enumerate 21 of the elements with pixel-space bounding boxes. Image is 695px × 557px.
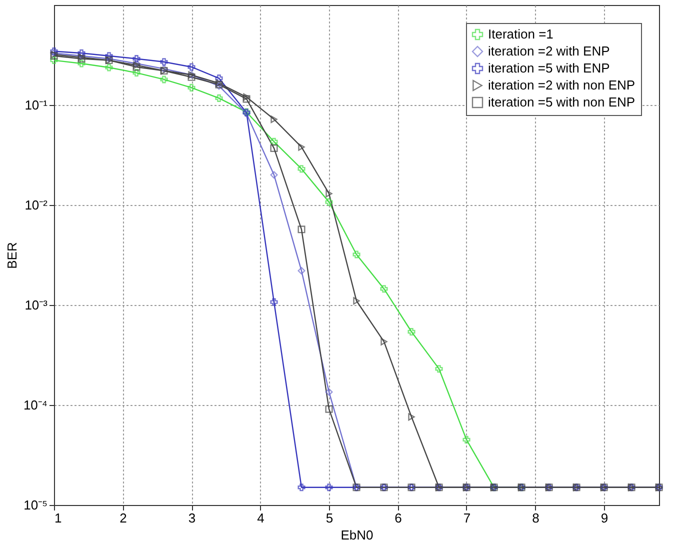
legend-label: iteration =2 with ENP [488,44,610,58]
legend-label: iteration =5 with non ENP [488,94,636,110]
y-tick-label: 10⁻¹ [24,98,48,112]
legend-label: iteration =5 with ENP [488,60,610,76]
legend-label: Iteration =1 [488,26,554,42]
x-tick-label: 1 [54,510,62,526]
y-tick-label: 10⁻⁴ [23,398,48,412]
x-tick-label: 9 [600,510,608,526]
x-tick-label: 4 [257,510,264,526]
x-tick-label: 3 [188,510,196,526]
y-tick-label: 10⁻³ [24,298,48,312]
x-axis-title: EbN0 [340,528,374,542]
x-tick-label: 8 [532,510,540,526]
y-tick-label: 10⁻⁵ [24,498,48,512]
legend-label: iteration =2 with non ENP [488,78,636,92]
x-tick-label: 7 [463,510,471,526]
x-tick-label: 6 [394,510,402,526]
y-tick-label: 10⁻² [24,198,48,212]
y-axis-title: BER [4,242,20,269]
x-tick-label: 5 [326,510,334,526]
x-tick-label: 2 [120,510,127,526]
